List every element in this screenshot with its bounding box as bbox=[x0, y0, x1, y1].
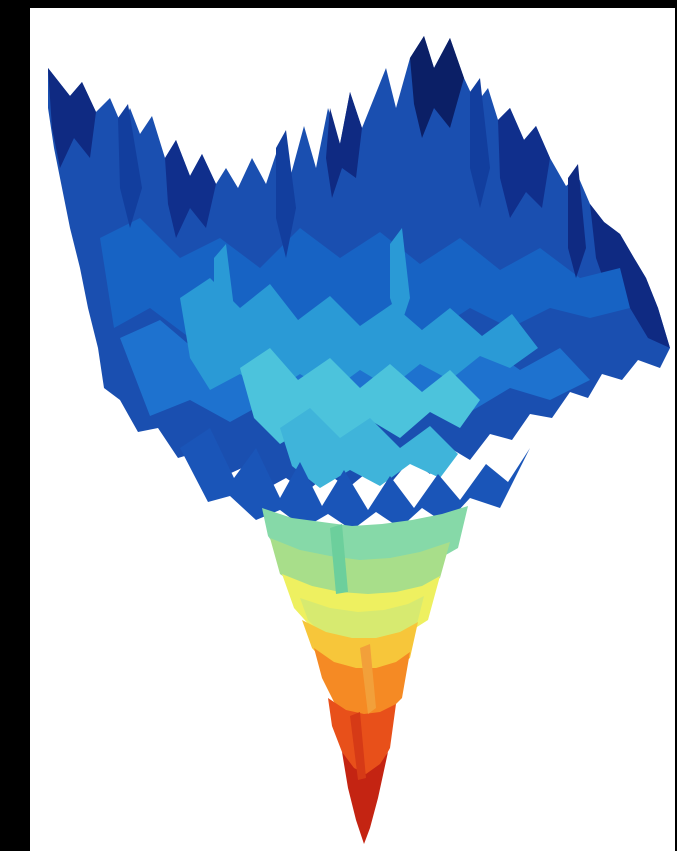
surface-funnel-orange bbox=[314, 648, 410, 720]
surface-dark-peak-1 bbox=[410, 36, 464, 138]
surface-dark-peak-3 bbox=[326, 92, 362, 198]
surface-funnel-red-tip bbox=[342, 752, 388, 844]
surface-dark-peak-5 bbox=[165, 140, 216, 238]
surface-spike-a bbox=[118, 104, 142, 228]
surface-spike-d bbox=[568, 164, 586, 278]
surface-lower-fringe bbox=[180, 428, 530, 530]
surface-dark-peak-2 bbox=[48, 68, 96, 168]
surface-spike-e bbox=[214, 244, 234, 338]
loss-surface bbox=[48, 36, 670, 844]
surface-funnel-lightgreen bbox=[270, 538, 450, 600]
surface-funnel-paleyellow bbox=[300, 596, 424, 644]
surface-funnel-streak-2 bbox=[350, 712, 366, 780]
surface-dark-peak-6 bbox=[498, 108, 550, 218]
surface-funnel-streak-3 bbox=[330, 524, 348, 594]
surface-cyan-band-3 bbox=[280, 408, 458, 488]
surface-dark-peak-4 bbox=[590, 204, 670, 348]
figure-canvas bbox=[30, 8, 675, 851]
surface-spike-b bbox=[276, 130, 296, 258]
surface-spike-f bbox=[390, 228, 410, 328]
surface-spike-c bbox=[470, 78, 490, 208]
surface-funnel-streak-1 bbox=[360, 644, 376, 714]
